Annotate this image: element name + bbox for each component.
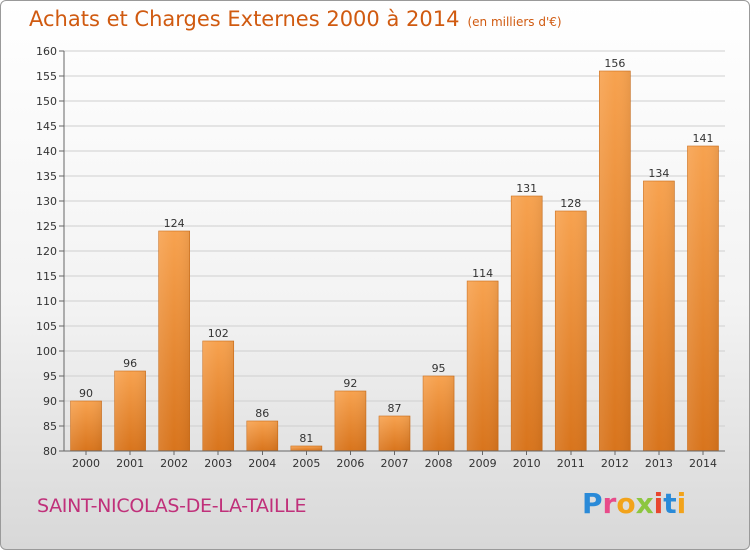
y-tick-label: 155: [36, 70, 57, 83]
x-tick-label: 2002: [160, 457, 188, 470]
data-label-2010: 131: [516, 182, 537, 195]
y-tick-label: 150: [36, 95, 57, 108]
data-label-2005: 81: [299, 432, 313, 445]
bar-shine-2014: [687, 146, 719, 451]
data-label-2004: 86: [255, 407, 269, 420]
data-label-2011: 128: [560, 197, 581, 210]
y-tick-label: 130: [36, 195, 57, 208]
x-tick-label: 2008: [425, 457, 453, 470]
bar-shine-2006: [334, 391, 366, 451]
bar-shine-2012: [599, 71, 631, 451]
bar-shine-2010: [511, 196, 543, 451]
x-tick-label: 2009: [469, 457, 497, 470]
x-tick-label: 2014: [689, 457, 717, 470]
y-tick-label: 90: [43, 395, 57, 408]
x-tick-label: 2005: [292, 457, 320, 470]
x-tick-label: 2011: [557, 457, 585, 470]
x-tick-label: 2006: [336, 457, 364, 470]
bar-shine-2002: [158, 231, 190, 451]
proxiti-logo: Proxiti: [582, 487, 687, 520]
y-tick-label: 145: [36, 120, 57, 133]
data-label-2008: 95: [432, 362, 446, 375]
bar-shine-2001: [114, 371, 146, 451]
chart-title-text: Achats et Charges Externes 2000 à 2014: [29, 7, 460, 31]
x-tick-label: 2010: [513, 457, 541, 470]
x-tick-label: 2001: [116, 457, 144, 470]
chart-unit: (en milliers d'€): [467, 15, 562, 29]
y-tick-label: 135: [36, 170, 57, 183]
y-tick-label: 125: [36, 220, 57, 233]
data-label-2013: 134: [648, 167, 669, 180]
data-label-2003: 102: [208, 327, 229, 340]
x-tick-label: 2013: [645, 457, 673, 470]
y-tick-label: 115: [36, 270, 57, 283]
y-tick-label: 160: [36, 45, 57, 58]
y-tick-label: 105: [36, 320, 57, 333]
bar-shine-2004: [246, 421, 278, 451]
data-label-2012: 156: [604, 57, 625, 70]
bar-shine-2009: [467, 281, 499, 451]
bar-shine-2008: [423, 376, 455, 451]
y-tick-label: 80: [43, 445, 57, 458]
data-label-2002: 124: [164, 217, 185, 230]
y-tick-label: 120: [36, 245, 57, 258]
y-tick-label: 140: [36, 145, 57, 158]
x-tick-label: 2012: [601, 457, 629, 470]
data-label-2007: 87: [388, 402, 402, 415]
commune-name: SAINT-NICOLAS-DE-LA-TAILLE: [37, 495, 307, 517]
data-label-2014: 141: [692, 132, 713, 145]
bar-shine-2013: [643, 181, 675, 451]
data-label-2001: 96: [123, 357, 137, 370]
bar-shine-2007: [379, 416, 410, 451]
x-tick-label: 2007: [381, 457, 409, 470]
x-tick-label: 2004: [248, 457, 276, 470]
y-tick-label: 100: [36, 345, 57, 358]
bar-shine-2000: [70, 401, 102, 451]
y-tick-label: 110: [36, 295, 57, 308]
data-label-2006: 92: [343, 377, 357, 390]
x-tick-label: 2000: [72, 457, 100, 470]
bar-shine-2003: [202, 341, 234, 451]
bar-shine-2011: [555, 211, 587, 451]
chart-title: Achats et Charges Externes 2000 à 2014 (e…: [29, 7, 562, 31]
data-label-2000: 90: [79, 387, 93, 400]
x-tick-label: 2003: [204, 457, 232, 470]
bar-shine-2005: [290, 446, 322, 451]
y-tick-label: 95: [43, 370, 57, 383]
y-tick-label: 85: [43, 420, 57, 433]
data-label-2009: 114: [472, 267, 493, 280]
